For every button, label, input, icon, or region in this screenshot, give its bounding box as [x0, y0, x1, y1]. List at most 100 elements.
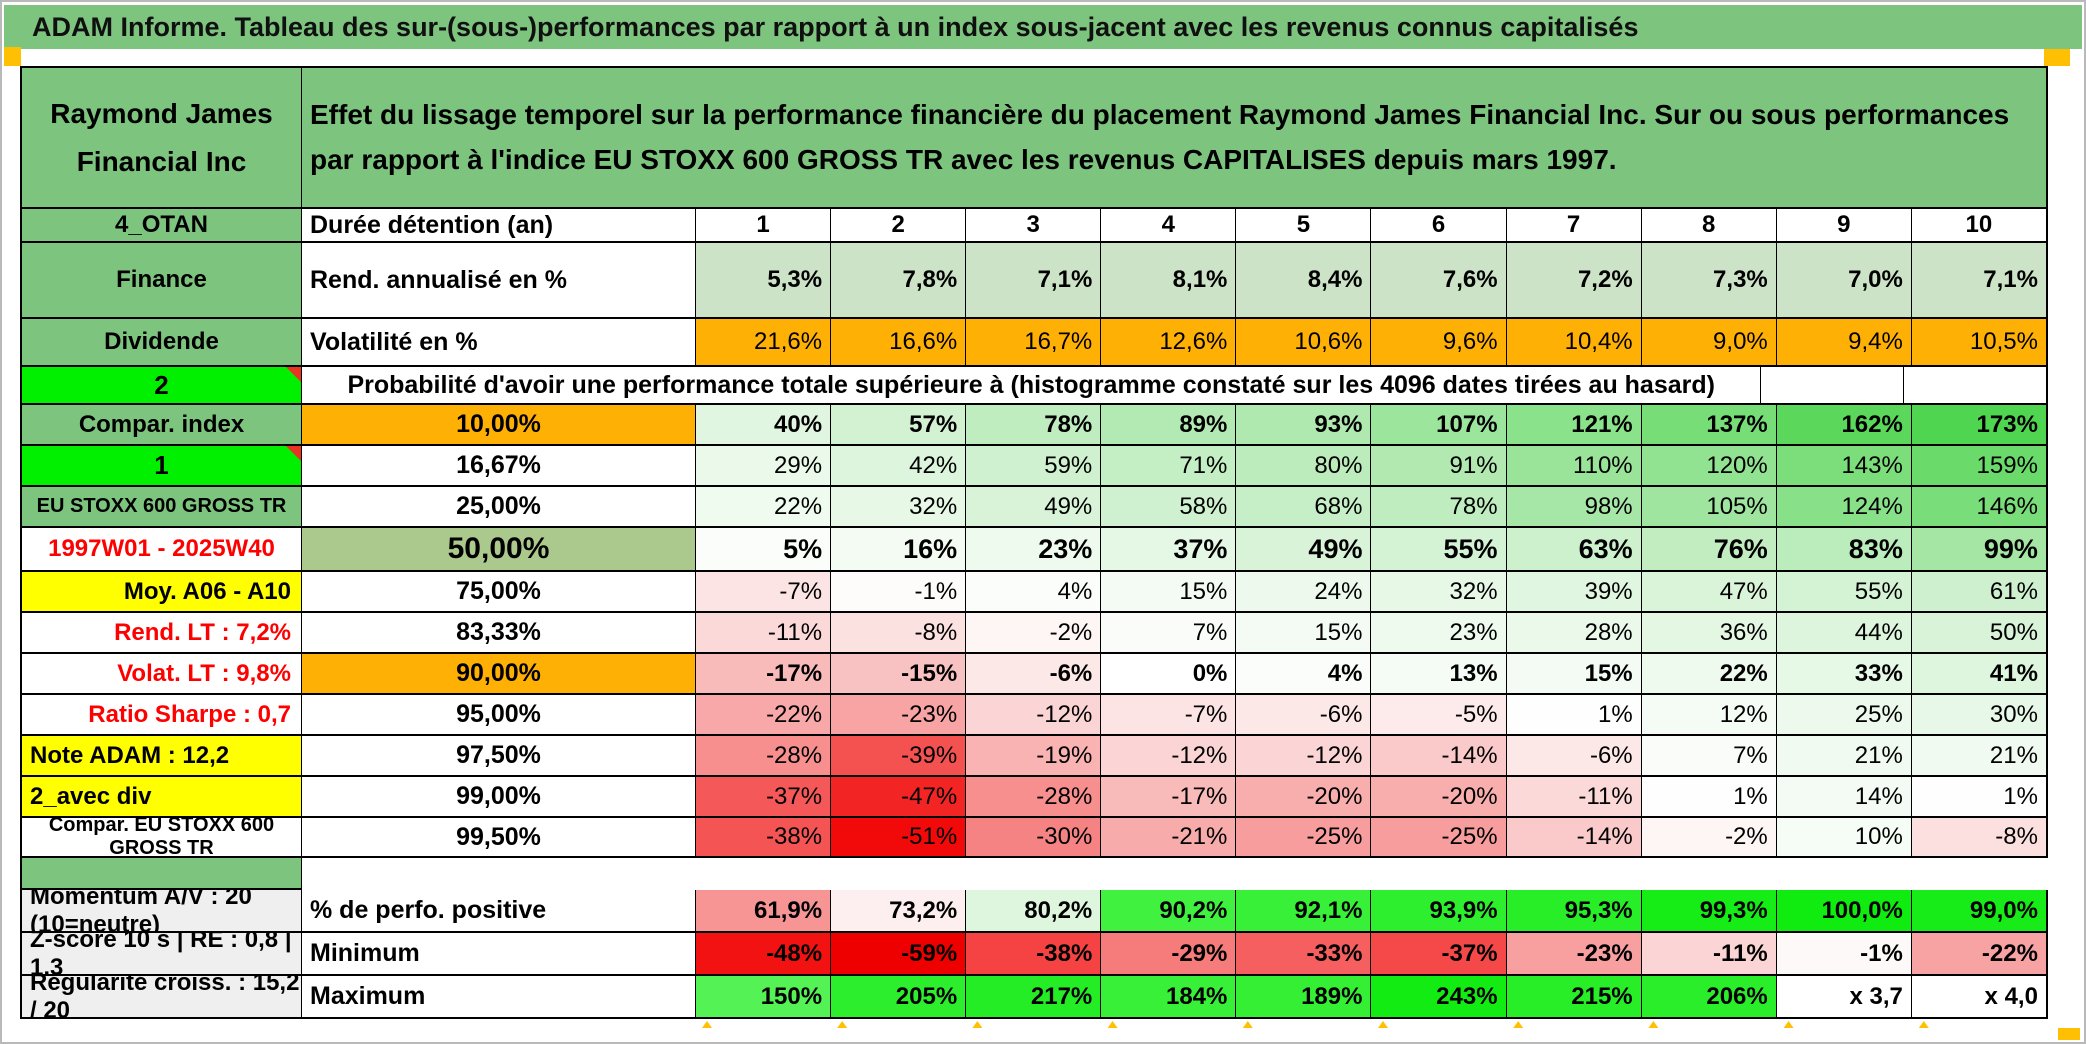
data-cell: -2% [1641, 818, 1777, 858]
row-label: EU STOXX 600 GROSS TR [20, 487, 302, 528]
data-cell: 44% [1776, 613, 1912, 654]
data-cell: -8% [1911, 818, 2048, 858]
row-label-text: Dividende [104, 328, 219, 355]
data-cell: -28% [696, 736, 832, 777]
data-cell: 23% [1371, 613, 1507, 654]
column-orange-tick-icon [972, 1021, 983, 1028]
row-label-text: Ratio Sharpe : 0,7 [88, 700, 291, 728]
data-cell: 4 [1101, 209, 1237, 243]
data-cell: 7% [1641, 736, 1777, 777]
data-cell: 78% [966, 405, 1102, 446]
data-cell: 10,6% [1236, 319, 1372, 367]
data-cell: -30% [966, 818, 1102, 858]
row-label[interactable]: 1 [20, 446, 302, 487]
data-cell: 1% [1506, 695, 1642, 736]
table-row: 4_OTAN Durée détention (an) 1 2 3 4 5 6 7 8 9 10 [20, 209, 2048, 243]
data-cell: 42% [831, 446, 967, 487]
data-cell: 110% [1506, 446, 1642, 487]
comment-indicator-icon [286, 446, 301, 461]
right-orange-marker [2044, 49, 2070, 66]
table-row: Compar. EU STOXX 600 GROSS TR 99,50% -38% -… [20, 818, 2048, 858]
table-row: 1 16,67% 29% 42% 59% 71% 80% 91% 110% 120% 143% 159… [20, 446, 2048, 487]
report-description-cell: Effet du lissage temporel sur la perform… [302, 68, 2048, 209]
row-label: Moy. A06 - A10 [20, 572, 302, 613]
table-row: Volat. LT : 9,8% 90,00% -17% -15% -6% 0% 4% 13%… [20, 654, 2048, 695]
data-cell: -6% [1506, 736, 1642, 777]
data-cell: 8,4% [1236, 243, 1372, 319]
table-row: 2_avec div 99,00% -37% -47% -28% -17% -20% -20%… [20, 777, 2048, 818]
row-label-text: Z-score 10 s | RE : 0,8 | 1,3 [30, 933, 292, 976]
data-cell: 173% [1911, 405, 2048, 446]
data-cell: -5% [1371, 695, 1507, 736]
data-cell: 76% [1641, 528, 1777, 572]
comment-indicator-icon [286, 367, 301, 382]
table-row: Moy. A06 - A10 75,00% -7% -1% 4% 15% 24% 32% 39%… [20, 572, 2048, 613]
table-row: Note ADAM : 12,2 97,50% -28% -39% -19% -12% -1… [20, 736, 2048, 777]
performance-table: Raymond James Financial Inc Effet du lis… [20, 66, 2048, 1019]
row-metric-label: % de perfo. positive [302, 890, 696, 933]
data-cell: -12% [1101, 736, 1237, 777]
data-cell: 49% [966, 487, 1102, 528]
data-cell: -17% [696, 654, 832, 695]
separator-green-cell [20, 858, 302, 890]
column-orange-tick-icon [1513, 1021, 1524, 1028]
data-cell: 1% [1911, 777, 2048, 818]
data-cell: -22% [696, 695, 832, 736]
row-label-text: EU STOXX 600 GROSS TR [36, 495, 287, 517]
data-cell: 1% [1641, 777, 1777, 818]
data-cell: 5% [696, 528, 832, 572]
data-cell: 7 [1506, 209, 1642, 243]
data-cell: 23% [966, 528, 1102, 572]
table-row: Finance Rend. annualisé en % 5,3% 7,8% 7,1% 8… [20, 243, 2048, 319]
data-cell: -51% [831, 818, 967, 858]
row-metric-label: 90,00% [302, 654, 696, 695]
empty-cell [1761, 367, 1905, 405]
data-cell: -17% [1101, 777, 1237, 818]
data-cell: 15% [1236, 613, 1372, 654]
table-row: Rend. LT : 7,2% 83,33% -11% -8% -2% 7% 15% 23% 2… [20, 613, 2048, 654]
data-cell: 16% [831, 528, 967, 572]
data-cell: 1 [696, 209, 832, 243]
data-cell: -7% [1101, 695, 1237, 736]
row-metric-label: Maximum [302, 976, 696, 1019]
data-cell: 80,2% [966, 890, 1102, 933]
row-label-text: 4_OTAN [115, 211, 208, 238]
row-label: Volat. LT : 9,8% [20, 654, 302, 695]
data-cell: -23% [1506, 933, 1642, 976]
table-row: EU STOXX 600 GROSS TR 25,00% 22% 32% 49% 58% 6… [20, 487, 2048, 528]
report-title: ADAM Informe. Tableau des sur-(sous-)per… [32, 11, 1639, 42]
data-cell: 120% [1641, 446, 1777, 487]
data-cell: 9,6% [1371, 319, 1507, 367]
row-label-text: 2 [154, 369, 169, 400]
data-cell: 90,2% [1101, 890, 1237, 933]
data-cell: -29% [1101, 933, 1237, 976]
row-metric-label: 83,33% [302, 613, 696, 654]
data-cell: 93% [1236, 405, 1372, 446]
row-label-text: Note ADAM : 12,2 [30, 741, 230, 769]
data-cell: 99,3% [1641, 890, 1777, 933]
data-cell: 37% [1101, 528, 1237, 572]
data-cell: 32% [831, 487, 967, 528]
column-orange-tick-icon [702, 1021, 712, 1028]
row-label[interactable]: 2 [20, 367, 302, 405]
row-label-text: Moy. A06 - A10 [123, 577, 291, 605]
data-cell: -11% [1506, 777, 1642, 818]
data-cell: 61,9% [696, 890, 832, 933]
data-cell: 10,5% [1911, 319, 2048, 367]
data-cell: -19% [966, 736, 1102, 777]
data-cell: 15% [1506, 654, 1642, 695]
left-orange-marker [4, 47, 21, 66]
data-cell: 49% [1236, 528, 1372, 572]
row-label-text: Compar. EU STOXX 600 GROSS TR [48, 818, 275, 858]
data-cell: 12,6% [1101, 319, 1237, 367]
data-cell: 7,3% [1641, 243, 1777, 319]
data-cell: 78% [1371, 487, 1507, 528]
row-label-text: Momentum A/V : 20 (10=neutre) [30, 890, 252, 933]
data-cell: 63% [1506, 528, 1642, 572]
data-cell: 8,1% [1101, 243, 1237, 319]
data-cell: 93,9% [1371, 890, 1507, 933]
data-cell: 57% [831, 405, 967, 446]
column-orange-tick-icon [1107, 1021, 1118, 1028]
data-cell: 162% [1776, 405, 1912, 446]
